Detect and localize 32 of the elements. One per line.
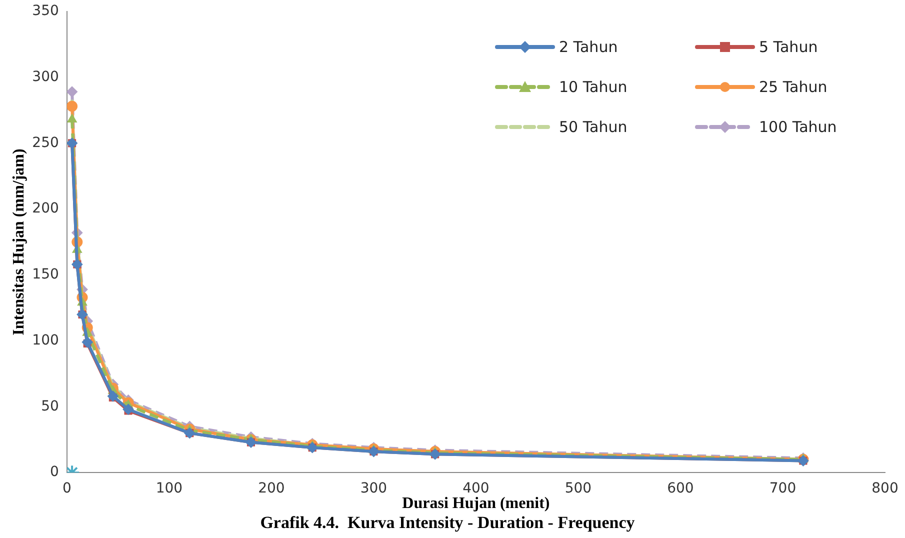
x-tick-label: 400: [462, 480, 490, 497]
point: [107, 390, 118, 402]
y-tick-label: 250: [32, 134, 59, 151]
y-tick-label: 200: [32, 200, 59, 217]
legend-label: 10 Tahun: [559, 78, 628, 96]
y-tick-label: 50: [41, 398, 59, 414]
point: [122, 404, 134, 415]
text: Grafik 4.4. Kurva Intensity - Duration - Frequency: [260, 513, 636, 532]
point: [82, 336, 93, 348]
y-axis-title: Intensitas Hujan (mm/jam): [10, 148, 28, 336]
x-tick-label: 100: [156, 480, 183, 497]
y-tick-label: 350: [32, 3, 59, 20]
legend-label: 50 Tahun: [559, 118, 628, 136]
legend-label: 5 Tahun: [759, 38, 818, 56]
x-tick-label: 200: [258, 480, 285, 497]
point: [66, 100, 78, 112]
y-tick-label: 100: [32, 332, 59, 348]
point: [66, 86, 78, 98]
y-tick-label: 150: [32, 266, 59, 283]
x-axis-title: Durasi Hujan (menit): [402, 495, 550, 512]
legend-label: 2 Tahun: [559, 38, 618, 56]
x-tick-label: 600: [667, 480, 694, 497]
legend-label: 25 Tahun: [759, 78, 828, 96]
y-tick-label: 0: [50, 464, 59, 480]
x-tick-label: 0: [62, 480, 72, 497]
x-tick-label: 500: [564, 480, 592, 497]
x-tick-label: 800: [872, 480, 898, 497]
point: [67, 114, 77, 122]
x-tick-label: 300: [360, 480, 388, 497]
x-tick-label: 700: [769, 480, 796, 497]
legend-label: 100 Tahun: [759, 118, 837, 136]
y-tick-label: 300: [32, 68, 59, 85]
